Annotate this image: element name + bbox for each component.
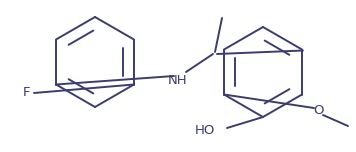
Text: O: O <box>313 104 323 116</box>
Text: NH: NH <box>168 74 188 86</box>
Text: HO: HO <box>195 123 215 136</box>
Text: F: F <box>22 86 30 100</box>
